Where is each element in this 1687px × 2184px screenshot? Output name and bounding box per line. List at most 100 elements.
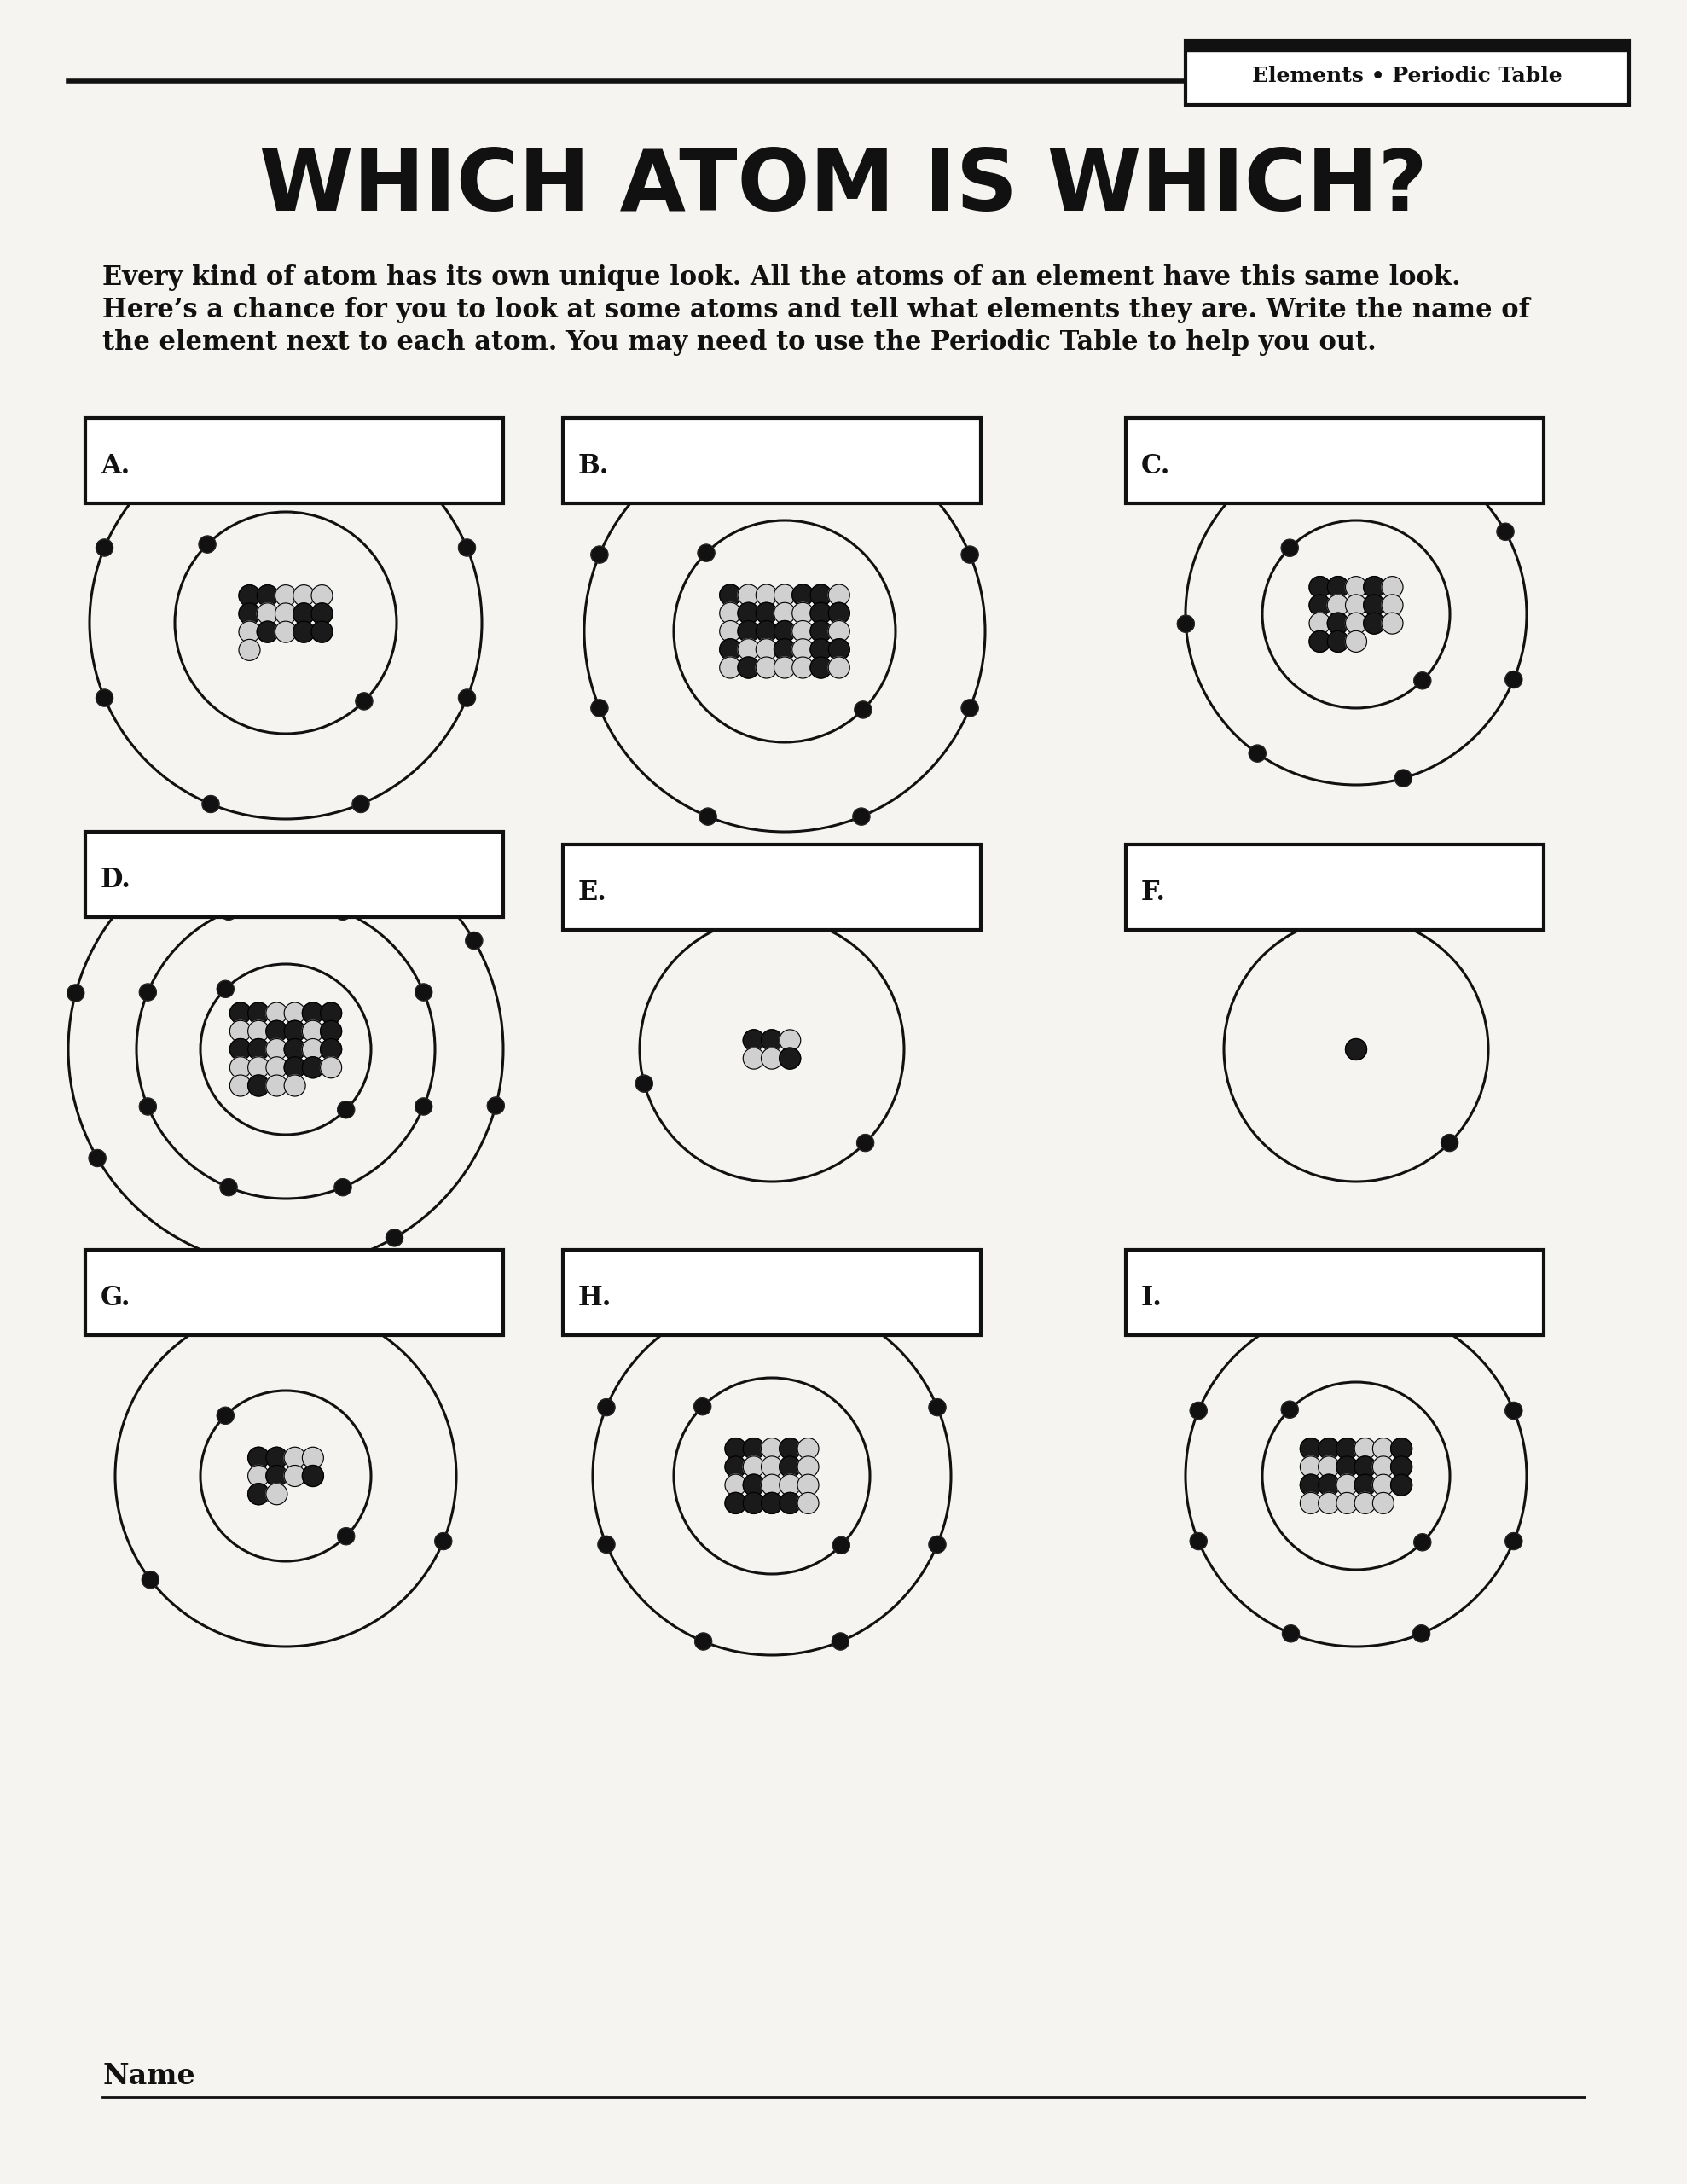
Circle shape	[283, 1448, 305, 1468]
Circle shape	[793, 620, 813, 642]
Circle shape	[312, 620, 332, 642]
Circle shape	[779, 1474, 801, 1496]
Circle shape	[590, 546, 607, 563]
Circle shape	[240, 585, 260, 607]
Circle shape	[294, 603, 314, 625]
Circle shape	[756, 638, 778, 660]
Circle shape	[312, 603, 332, 625]
Circle shape	[219, 1179, 238, 1197]
Circle shape	[1301, 1437, 1321, 1459]
Circle shape	[774, 638, 795, 660]
Circle shape	[248, 1040, 270, 1059]
Circle shape	[221, 1251, 238, 1269]
Circle shape	[810, 620, 832, 642]
Text: E.: E.	[579, 880, 607, 906]
Circle shape	[1328, 614, 1348, 633]
Circle shape	[725, 1437, 746, 1459]
Circle shape	[854, 437, 870, 454]
Circle shape	[337, 1527, 354, 1544]
Circle shape	[229, 1020, 251, 1042]
Circle shape	[793, 585, 813, 605]
Circle shape	[742, 1457, 764, 1479]
Circle shape	[693, 1398, 710, 1415]
Circle shape	[321, 1002, 342, 1024]
Bar	[1125, 417, 1544, 502]
Circle shape	[761, 1437, 783, 1459]
Circle shape	[774, 603, 795, 625]
Circle shape	[283, 1020, 305, 1042]
Circle shape	[267, 1057, 287, 1079]
Circle shape	[798, 1492, 818, 1514]
Circle shape	[248, 1057, 270, 1079]
Bar	[563, 1249, 980, 1334]
Circle shape	[720, 657, 741, 679]
Circle shape	[1233, 478, 1252, 496]
Circle shape	[459, 539, 476, 557]
Text: the element next to each atom. You may need to use the Periodic Table to help yo: the element next to each atom. You may n…	[103, 330, 1377, 356]
Circle shape	[1309, 631, 1331, 653]
Circle shape	[1496, 524, 1513, 539]
Circle shape	[597, 1398, 616, 1415]
Circle shape	[140, 1099, 157, 1116]
Circle shape	[267, 1020, 287, 1042]
Text: Here’s a chance for you to look at some atoms and tell what elements they are. W: Here’s a chance for you to look at some …	[103, 297, 1530, 323]
Circle shape	[356, 692, 373, 710]
Circle shape	[67, 985, 84, 1002]
Bar	[1186, 41, 1630, 50]
Circle shape	[828, 620, 850, 642]
Circle shape	[275, 620, 297, 642]
Circle shape	[793, 638, 813, 660]
Circle shape	[1328, 594, 1348, 616]
Text: WHICH ATOM IS WHICH?: WHICH ATOM IS WHICH?	[260, 146, 1427, 229]
Text: B.: B.	[579, 452, 609, 480]
Circle shape	[1328, 577, 1348, 598]
Circle shape	[1414, 673, 1431, 690]
Circle shape	[1301, 1474, 1321, 1496]
Circle shape	[488, 1096, 504, 1114]
Circle shape	[833, 1538, 850, 1553]
Circle shape	[1373, 1437, 1393, 1459]
Bar	[1125, 845, 1544, 930]
Circle shape	[1373, 1492, 1393, 1514]
Circle shape	[1441, 1133, 1458, 1151]
Circle shape	[1412, 1625, 1431, 1642]
Circle shape	[229, 1002, 251, 1024]
Circle shape	[302, 1002, 324, 1024]
Circle shape	[1318, 1474, 1339, 1496]
Circle shape	[240, 620, 260, 642]
Circle shape	[267, 1483, 287, 1505]
Circle shape	[1336, 1492, 1358, 1514]
Circle shape	[756, 603, 778, 625]
Circle shape	[1346, 594, 1366, 616]
Circle shape	[1189, 1402, 1206, 1420]
Bar	[563, 845, 980, 930]
Circle shape	[832, 1302, 849, 1319]
Circle shape	[725, 1457, 746, 1479]
Circle shape	[312, 585, 332, 607]
Circle shape	[855, 701, 872, 719]
Circle shape	[774, 620, 795, 642]
Circle shape	[761, 1492, 783, 1514]
Circle shape	[698, 544, 715, 561]
Text: C.: C.	[1140, 452, 1171, 480]
Circle shape	[294, 585, 314, 607]
Circle shape	[1382, 614, 1404, 633]
Circle shape	[756, 657, 778, 679]
Circle shape	[283, 1075, 305, 1096]
Circle shape	[1346, 614, 1366, 633]
Text: A.: A.	[101, 452, 130, 480]
Circle shape	[1505, 1402, 1522, 1420]
Circle shape	[1505, 670, 1522, 688]
Circle shape	[1505, 1533, 1522, 1551]
Circle shape	[720, 585, 741, 605]
Circle shape	[202, 432, 219, 450]
Circle shape	[1363, 577, 1385, 598]
Circle shape	[774, 585, 795, 605]
Circle shape	[294, 620, 314, 642]
Circle shape	[1382, 577, 1404, 598]
Circle shape	[798, 1474, 818, 1496]
Circle shape	[229, 1040, 251, 1059]
Circle shape	[695, 1302, 712, 1319]
Circle shape	[275, 585, 297, 607]
Circle shape	[930, 1535, 946, 1553]
